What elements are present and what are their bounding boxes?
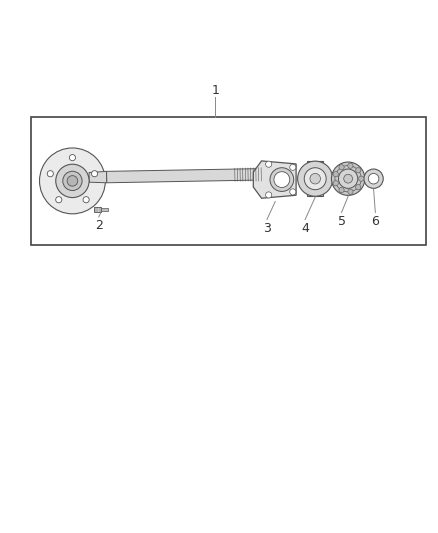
Circle shape bbox=[289, 189, 295, 195]
Bar bbox=[307, 161, 322, 196]
Text: 2: 2 bbox=[95, 219, 102, 232]
Circle shape bbox=[363, 169, 382, 188]
Circle shape bbox=[309, 173, 320, 184]
Circle shape bbox=[331, 162, 364, 196]
Circle shape bbox=[355, 184, 360, 190]
Circle shape bbox=[338, 165, 343, 170]
Circle shape bbox=[265, 192, 271, 198]
Circle shape bbox=[332, 181, 338, 186]
Text: 1: 1 bbox=[211, 85, 219, 98]
Circle shape bbox=[338, 188, 343, 193]
Circle shape bbox=[355, 167, 360, 173]
Circle shape bbox=[304, 168, 325, 190]
Text: 3: 3 bbox=[262, 222, 270, 235]
Circle shape bbox=[338, 169, 357, 188]
Text: 5: 5 bbox=[337, 215, 345, 228]
Circle shape bbox=[67, 176, 78, 186]
Circle shape bbox=[289, 164, 295, 171]
Bar bbox=[100, 208, 108, 211]
Circle shape bbox=[297, 161, 332, 196]
Polygon shape bbox=[89, 172, 106, 183]
Bar bbox=[93, 207, 100, 212]
Polygon shape bbox=[253, 161, 295, 198]
Circle shape bbox=[56, 164, 89, 198]
Circle shape bbox=[63, 171, 82, 191]
Circle shape bbox=[332, 172, 338, 177]
Circle shape bbox=[347, 163, 352, 168]
Circle shape bbox=[273, 172, 289, 188]
Circle shape bbox=[91, 171, 97, 177]
Circle shape bbox=[83, 197, 89, 203]
Circle shape bbox=[265, 161, 271, 167]
Circle shape bbox=[56, 197, 62, 203]
Circle shape bbox=[269, 168, 293, 191]
Text: 6: 6 bbox=[371, 215, 378, 228]
Circle shape bbox=[358, 176, 363, 181]
Circle shape bbox=[47, 171, 53, 177]
Circle shape bbox=[39, 148, 105, 214]
Circle shape bbox=[347, 189, 352, 195]
Bar bbox=[31, 117, 425, 245]
Circle shape bbox=[343, 174, 352, 183]
Polygon shape bbox=[106, 168, 261, 183]
Text: 4: 4 bbox=[300, 222, 308, 235]
Circle shape bbox=[367, 173, 378, 184]
Circle shape bbox=[69, 155, 75, 161]
